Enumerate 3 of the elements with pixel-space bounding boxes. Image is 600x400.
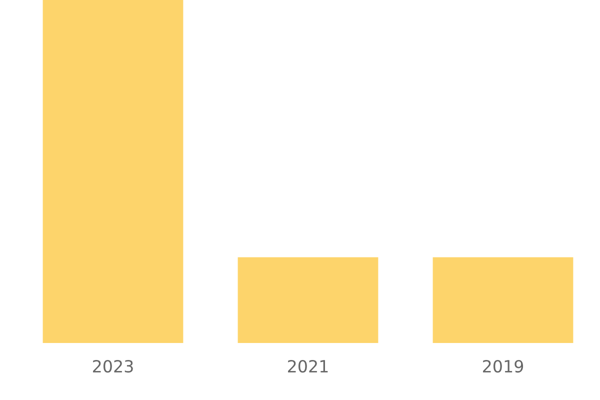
x-tick-label: 2023	[93, 360, 133, 373]
x-tick-label: 2019	[483, 360, 524, 373]
x-tick-label: 2021	[288, 360, 328, 373]
